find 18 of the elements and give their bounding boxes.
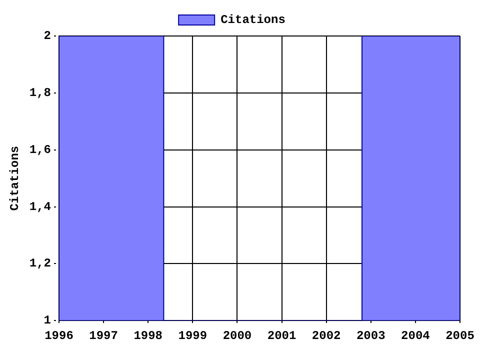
y-tick-label: 2	[44, 29, 52, 44]
x-tick-label: 2002	[312, 328, 341, 343]
y-tick-label: 1	[44, 314, 52, 328]
y-tick-label: 1,6	[29, 142, 52, 157]
y-axis-title: Citations	[8, 146, 22, 211]
x-tick-label: 2004	[401, 328, 430, 343]
x-tick-label: 2000	[222, 328, 252, 343]
y-tick-label: 1,8	[29, 86, 52, 100]
x-tick-label: 2001	[267, 328, 296, 343]
x-tick-label: 1997	[89, 328, 118, 343]
legend-label: Citations	[220, 13, 286, 28]
y-tick-label: 1,4	[29, 200, 52, 214]
x-tick-label: 1996	[44, 328, 74, 343]
x-tick-label: 1998	[134, 328, 163, 343]
x-tick-label: 1999	[178, 328, 208, 343]
x-tick-label: 2005	[446, 328, 474, 343]
x-tick-label: 2003	[356, 328, 386, 343]
y-tick-label: 1,2	[29, 256, 52, 271]
